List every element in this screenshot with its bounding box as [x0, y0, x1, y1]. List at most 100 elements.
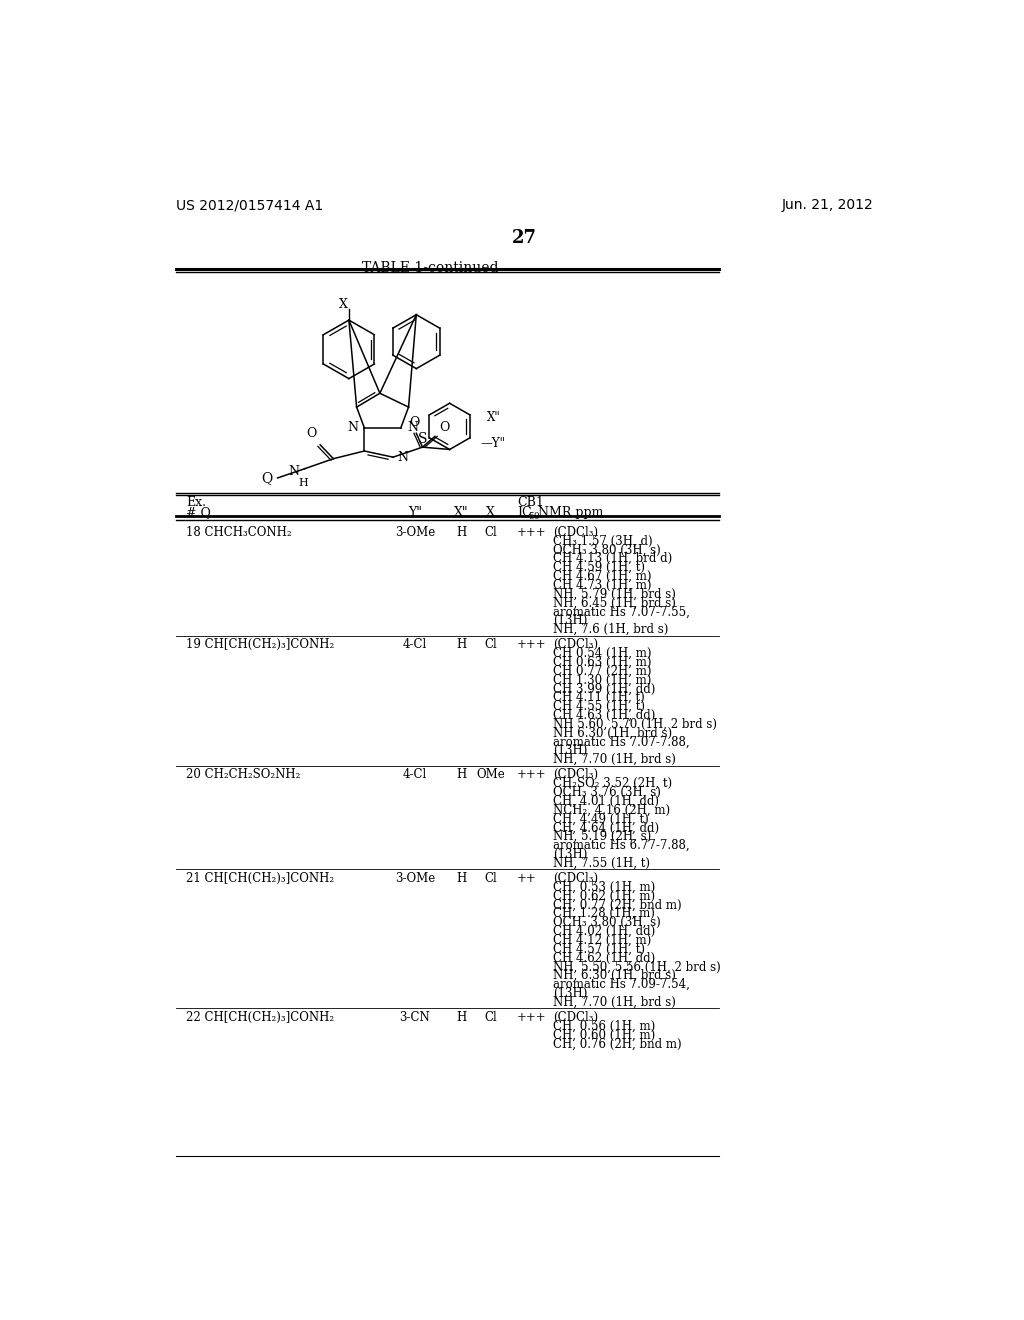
Text: (13H): (13H): [553, 847, 587, 861]
Text: CH 0.77 (2H, m): CH 0.77 (2H, m): [553, 665, 651, 677]
Text: NMR ppm: NMR ppm: [535, 507, 603, 520]
Text: X: X: [339, 298, 347, 312]
Text: US 2012/0157414 A1: US 2012/0157414 A1: [176, 198, 324, 213]
Text: 22 CH[CH(CH₂)₃]CONH₂: 22 CH[CH(CH₂)₃]CONH₂: [186, 1011, 334, 1024]
Text: CH, 0.77 (2H, bnd m): CH, 0.77 (2H, bnd m): [553, 899, 681, 911]
Text: CH 0.54 (1H, m): CH 0.54 (1H, m): [553, 647, 651, 660]
Text: —Y": —Y": [480, 437, 506, 450]
Text: NH, 5.50, 5.56 (1H, 2 brd s): NH, 5.50, 5.56 (1H, 2 brd s): [553, 961, 721, 973]
Text: NH, 5.19 (2H, s): NH, 5.19 (2H, s): [553, 830, 651, 843]
Text: CH₃ 1.57 (3H, d): CH₃ 1.57 (3H, d): [553, 535, 652, 548]
Text: Ex.: Ex.: [186, 496, 206, 510]
Text: OCH₃ 3.80 (3H, s): OCH₃ 3.80 (3H, s): [553, 916, 660, 929]
Text: CH 4.63 (1H, dd): CH 4.63 (1H, dd): [553, 709, 655, 722]
Text: (CDCl₃): (CDCl₃): [553, 768, 598, 781]
Text: O: O: [438, 421, 450, 434]
Text: CH, 4.49 (1H, t): CH, 4.49 (1H, t): [553, 813, 648, 825]
Text: +++: +++: [517, 525, 547, 539]
Text: (CDCl₃): (CDCl₃): [553, 871, 598, 884]
Text: 27: 27: [512, 230, 538, 247]
Text: Jun. 21, 2012: Jun. 21, 2012: [781, 198, 873, 213]
Text: Cl: Cl: [484, 638, 497, 651]
Text: # Q: # Q: [186, 507, 211, 520]
Text: aromatic Hs 7.09-7.54,: aromatic Hs 7.09-7.54,: [553, 978, 689, 991]
Text: S: S: [418, 432, 427, 446]
Text: aromatic Hs 7.07-7.55,: aromatic Hs 7.07-7.55,: [553, 606, 689, 618]
Text: (13H): (13H): [553, 744, 587, 758]
Text: H: H: [298, 478, 308, 488]
Text: ++: ++: [517, 871, 537, 884]
Text: CB1: CB1: [517, 496, 544, 510]
Text: 19 CH[CH(CH₂)₃]CONH₂: 19 CH[CH(CH₂)₃]CONH₂: [186, 638, 335, 651]
Text: +++: +++: [517, 1011, 547, 1024]
Text: OCH₃ 3.76 (3H, s): OCH₃ 3.76 (3H, s): [553, 785, 660, 799]
Text: CH 4.13 (1H, brd d): CH 4.13 (1H, brd d): [553, 552, 672, 565]
Text: N: N: [407, 421, 418, 434]
Text: X: X: [486, 507, 496, 520]
Text: CH 4.62 (1H, dd): CH 4.62 (1H, dd): [553, 952, 655, 965]
Text: CH 4.02 (1H, dd): CH 4.02 (1H, dd): [553, 925, 655, 939]
Text: CH, 0.56 (1H, m): CH, 0.56 (1H, m): [553, 1019, 655, 1032]
Text: TABLE 1-continued: TABLE 1-continued: [362, 261, 499, 275]
Text: CH 4.57 (1H, t): CH 4.57 (1H, t): [553, 942, 645, 956]
Text: NCH₂, 4.16 (2H, m): NCH₂, 4.16 (2H, m): [553, 804, 670, 817]
Text: H: H: [456, 1011, 466, 1024]
Text: 4-Cl: 4-Cl: [402, 638, 427, 651]
Text: CH 4.11 (1H, t): CH 4.11 (1H, t): [553, 692, 644, 705]
Text: NH, 6.30 (1H, brd s): NH, 6.30 (1H, brd s): [553, 969, 676, 982]
Text: (13H): (13H): [553, 987, 587, 1001]
Text: H: H: [456, 768, 466, 781]
Text: OMe: OMe: [476, 768, 505, 781]
Text: +++: +++: [517, 768, 547, 781]
Text: CH, 1.28 (1H, m): CH, 1.28 (1H, m): [553, 907, 654, 920]
Text: NH 6.30 (1H, brd s): NH 6.30 (1H, brd s): [553, 726, 672, 739]
Text: CH₂SO₂ 3.52 (2H, t): CH₂SO₂ 3.52 (2H, t): [553, 777, 672, 791]
Text: 20 CH₂CH₂SO₂NH₂: 20 CH₂CH₂SO₂NH₂: [186, 768, 300, 781]
Text: Cl: Cl: [484, 525, 497, 539]
Text: OCH₃ 3.80 (3H, s): OCH₃ 3.80 (3H, s): [553, 544, 660, 557]
Text: CH 0.63 (1H, m): CH 0.63 (1H, m): [553, 656, 651, 669]
Text: Cl: Cl: [484, 871, 497, 884]
Text: CH, 0.62 (1H, m): CH, 0.62 (1H, m): [553, 890, 654, 903]
Text: 3-OMe: 3-OMe: [394, 871, 435, 884]
Text: CH 3.99 (1H, dd): CH 3.99 (1H, dd): [553, 682, 655, 696]
Text: Q: Q: [262, 471, 273, 484]
Text: CH 4.12 (1H, m): CH 4.12 (1H, m): [553, 933, 651, 946]
Text: X": X": [486, 411, 501, 424]
Text: (CDCl₃): (CDCl₃): [553, 638, 598, 651]
Text: 18 CHCH₃CONH₂: 18 CHCH₃CONH₂: [186, 525, 292, 539]
Text: CH 4.59 (1H, t): CH 4.59 (1H, t): [553, 561, 645, 574]
Text: NH 5.60, 5.70 (1H, 2 brd s): NH 5.60, 5.70 (1H, 2 brd s): [553, 718, 717, 731]
Text: O: O: [409, 416, 419, 429]
Text: NH, 5.79 (1H, brd s): NH, 5.79 (1H, brd s): [553, 587, 676, 601]
Text: O: O: [306, 428, 316, 441]
Text: H: H: [456, 525, 466, 539]
Text: NH, 7.6 (1H, brd s): NH, 7.6 (1H, brd s): [553, 623, 668, 636]
Text: H: H: [456, 638, 466, 651]
Text: 21 CH[CH(CH₂)₃]CONH₂: 21 CH[CH(CH₂)₃]CONH₂: [186, 871, 334, 884]
Text: CH, 0.76 (2H, bnd m): CH, 0.76 (2H, bnd m): [553, 1038, 681, 1051]
Text: CH, 0.53 (1H, m): CH, 0.53 (1H, m): [553, 880, 655, 894]
Text: H: H: [456, 871, 466, 884]
Text: +++: +++: [517, 638, 547, 651]
Text: N: N: [347, 421, 358, 434]
Text: 3-OMe: 3-OMe: [394, 525, 435, 539]
Text: 3-CN: 3-CN: [399, 1011, 430, 1024]
Text: CH 4.73 (1H, m): CH 4.73 (1H, m): [553, 579, 651, 591]
Text: aromatic Hs 6.77-7.88,: aromatic Hs 6.77-7.88,: [553, 840, 689, 853]
Text: CH 4.55 (1H, t): CH 4.55 (1H, t): [553, 700, 645, 713]
Text: Cl: Cl: [484, 1011, 497, 1024]
Text: IC: IC: [517, 507, 531, 520]
Text: N: N: [397, 450, 409, 463]
Text: (CDCl₃): (CDCl₃): [553, 525, 598, 539]
Text: aromatic Hs 7.07-7.88,: aromatic Hs 7.07-7.88,: [553, 735, 689, 748]
Text: NH, 7.70 (1H, brd s): NH, 7.70 (1H, brd s): [553, 995, 676, 1008]
Text: 50: 50: [528, 512, 540, 521]
Text: CH, 0.60 (1H, m): CH, 0.60 (1H, m): [553, 1028, 655, 1041]
Text: CH, 4.01 (1H, dd): CH, 4.01 (1H, dd): [553, 795, 658, 808]
Text: NH, 6.45 (1H, brd s): NH, 6.45 (1H, brd s): [553, 597, 676, 610]
Text: 4-Cl: 4-Cl: [402, 768, 427, 781]
Text: Y": Y": [408, 507, 422, 520]
Text: NH, 7.55 (1H, t): NH, 7.55 (1H, t): [553, 857, 649, 870]
Text: CH 1.30 (1H, m): CH 1.30 (1H, m): [553, 673, 651, 686]
